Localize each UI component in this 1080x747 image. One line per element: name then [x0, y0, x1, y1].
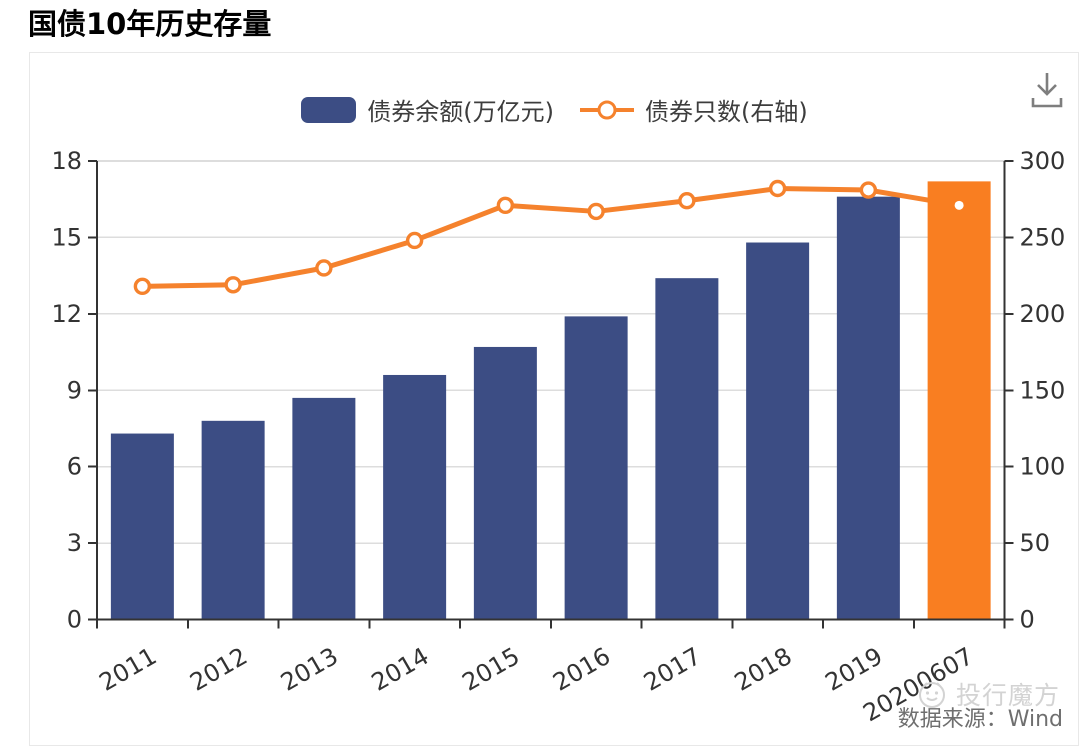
legend-label-bar: 债券余额(万亿元) [367, 98, 554, 126]
data-source-note: 数据来源：Wind [897, 707, 1063, 732]
mascot-face-icon [918, 682, 945, 708]
chart-card [29, 52, 1079, 746]
line-point-2018 [768, 179, 787, 198]
bar-2011 [110, 433, 174, 620]
x-axis-label-2011: 2011 [94, 642, 161, 697]
watermark-text: 投行魔方 [955, 681, 1060, 710]
download-icon[interactable] [1029, 70, 1065, 112]
x-axis-label-2013: 2013 [276, 642, 343, 697]
watermark: 投行魔方 [917, 676, 1060, 712]
left-axis-label-6: 6 [67, 453, 82, 481]
bar-2014 [383, 374, 447, 620]
bar-2016 [564, 316, 628, 620]
line-point-2012 [224, 276, 242, 294]
x-axis-label-2016: 2016 [548, 642, 615, 697]
page-title: 国债10年历史存量 [28, 7, 272, 41]
legend-label-line: 债券只数(右轴) [645, 98, 808, 126]
line-point-2016 [587, 202, 605, 221]
legend-item-line-series[interactable]: 债券只数(右轴) [580, 92, 808, 127]
left-axis-label-0: 0 [67, 606, 82, 634]
bar-2012 [201, 420, 265, 620]
right-axis-label-150: 150 [1020, 376, 1066, 404]
line-marker-circle [597, 100, 617, 119]
left-axis-label-12: 12 [51, 300, 82, 328]
chart-legend: 债券余额(万亿元) 债券只数(右轴) [29, 92, 1080, 127]
bar-2017 [655, 278, 719, 620]
left-axis-label-9: 9 [67, 376, 82, 404]
right-axis-label-0: 0 [1020, 606, 1035, 634]
line-point-2019 [859, 181, 878, 199]
left-axis-label-3: 3 [67, 529, 82, 557]
x-axis-label-2012: 2012 [185, 642, 252, 697]
line-point-2017 [678, 192, 696, 210]
left-axis-label-15: 15 [51, 223, 82, 251]
x-axis-label-2017: 2017 [639, 642, 706, 697]
line-point-2013 [315, 259, 333, 277]
line-point-2015 [496, 196, 515, 215]
bar-series-swatch-icon [301, 96, 357, 123]
bar-2013 [292, 397, 356, 620]
legend-item-bar-series[interactable]: 债券余额(万亿元) [301, 92, 554, 127]
x-axis-label-2018: 2018 [730, 642, 797, 697]
bar-20200607-highlighted [927, 181, 991, 620]
x-axis-label-2014: 2014 [367, 642, 434, 697]
left-axis-label-18: 18 [51, 147, 82, 175]
right-axis-label-300: 300 [1020, 147, 1066, 175]
right-axis-label-250: 250 [1020, 223, 1066, 251]
line-point-2011 [133, 277, 152, 296]
x-axis-label-2019: 2019 [820, 642, 887, 697]
line-point-2014 [405, 231, 424, 250]
x-axis-label-2015: 2015 [457, 642, 524, 697]
bar-2018 [746, 242, 810, 620]
bar-2015 [473, 346, 537, 620]
line-series-marker-icon [580, 98, 634, 122]
line-point-20200607 [954, 200, 964, 210]
line-series-path [142, 186, 960, 289]
right-axis-label-100: 100 [1020, 453, 1066, 481]
right-axis-label-200: 200 [1020, 300, 1066, 328]
bar-2019 [836, 196, 900, 620]
right-axis-label-50: 50 [1020, 529, 1051, 557]
